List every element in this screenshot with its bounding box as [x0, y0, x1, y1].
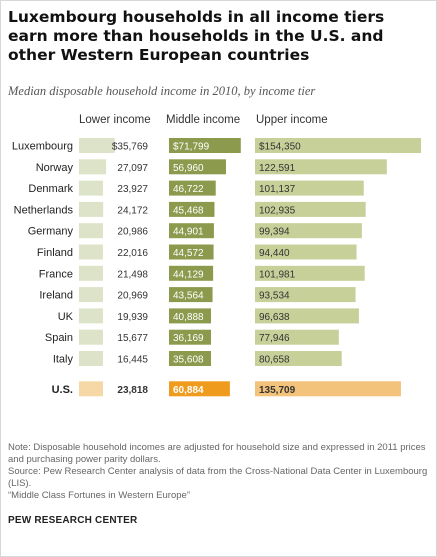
series-header-0: Lower income — [79, 114, 151, 126]
chart-subtitle: Median disposable household income in 20… — [8, 84, 316, 98]
data-label: 35,608 — [173, 355, 204, 366]
bar — [255, 329, 339, 345]
bar — [255, 287, 356, 303]
data-label: 101,981 — [259, 269, 296, 280]
data-label: 45,468 — [173, 205, 204, 216]
bar — [169, 287, 213, 303]
category-label: Denmark — [28, 183, 73, 195]
data-label: 27,097 — [117, 163, 148, 174]
data-label: 60,884 — [173, 385, 204, 396]
bar — [79, 159, 107, 175]
data-label: 24,172 — [117, 205, 148, 216]
data-label: 102,935 — [259, 205, 296, 216]
category-label: Italy — [53, 354, 74, 366]
category-label: Netherlands — [14, 204, 74, 216]
category-label: U.S. — [52, 384, 73, 396]
data-label: 23,818 — [117, 385, 148, 396]
data-label: 46,722 — [173, 184, 204, 195]
bar — [169, 308, 211, 324]
data-label: 122,591 — [259, 163, 296, 174]
income-tier-bar-chart: Lower income Middle income Upper income Lux… — [12, 114, 421, 397]
bar — [255, 201, 366, 217]
series-header-2: Upper income — [256, 114, 328, 126]
bar — [255, 381, 401, 397]
bar — [79, 138, 115, 153]
data-label: 101,137 — [259, 184, 296, 195]
data-label: 135,709 — [259, 385, 296, 396]
data-label: 93,534 — [259, 291, 290, 302]
bar — [255, 180, 364, 196]
bar — [79, 381, 103, 397]
bar — [255, 244, 357, 260]
data-label: $154,350 — [259, 142, 301, 153]
data-label: 43,564 — [173, 291, 204, 302]
data-label: 19,939 — [117, 312, 148, 323]
data-label: 44,129 — [173, 269, 204, 280]
category-label: Germany — [28, 226, 74, 238]
bar — [169, 201, 215, 217]
data-label: 36,169 — [173, 333, 204, 344]
data-label: 40,888 — [173, 312, 204, 323]
series-header-1: Middle income — [166, 114, 240, 126]
category-label: UK — [58, 311, 74, 323]
bar — [79, 287, 103, 303]
data-label: 22,016 — [117, 248, 148, 259]
data-label: $71,799 — [173, 142, 210, 153]
bar — [79, 244, 103, 260]
data-label: 99,394 — [259, 227, 290, 238]
bar — [255, 159, 387, 175]
bar — [255, 265, 365, 281]
data-label: 21,498 — [117, 269, 148, 280]
category-label: Spain — [45, 332, 73, 344]
data-label: 80,658 — [259, 355, 290, 366]
category-label: Ireland — [39, 290, 73, 302]
category-label: Finland — [37, 247, 73, 259]
bar — [169, 138, 241, 153]
bar — [169, 329, 211, 345]
bar — [169, 265, 214, 281]
data-label: 20,986 — [117, 227, 148, 238]
data-label: 77,946 — [259, 333, 290, 344]
chart-title: Luxembourg households in all income tier… — [8, 8, 385, 64]
category-label: Norway — [36, 162, 74, 174]
data-label: 44,572 — [173, 248, 204, 259]
data-label: 23,927 — [117, 184, 148, 195]
chart-notes: Note: Disposable household incomes are a… — [8, 442, 430, 502]
bar — [79, 351, 103, 366]
bar — [169, 244, 214, 260]
bar — [79, 265, 103, 281]
bar — [169, 159, 226, 175]
bar — [169, 381, 230, 397]
bar — [79, 201, 104, 217]
category-label: Luxembourg — [12, 141, 73, 153]
bar — [169, 180, 216, 196]
report-title-text: “Middle Class Fortunes in Western Europe… — [8, 490, 190, 501]
data-label: 56,960 — [173, 163, 204, 174]
data-label: 15,677 — [117, 333, 148, 344]
bar — [255, 351, 342, 366]
data-label: 44,901 — [173, 227, 204, 238]
brand-name: PEW RESEARCH CENTER — [8, 515, 138, 526]
data-label: $35,769 — [112, 142, 149, 153]
bar — [79, 180, 103, 196]
data-label: 20,969 — [117, 291, 148, 302]
category-label: France — [39, 268, 73, 280]
bar — [255, 308, 359, 324]
bar — [79, 308, 103, 324]
source-text: Source: Pew Research Center analysis of … — [8, 466, 428, 489]
bar — [169, 351, 211, 366]
data-label: 94,440 — [259, 248, 290, 259]
bar — [255, 138, 421, 153]
bar — [79, 329, 103, 345]
note-text: Note: Disposable household incomes are a… — [8, 442, 426, 465]
bar — [169, 223, 214, 239]
data-label: 16,445 — [117, 355, 148, 366]
data-label: 96,638 — [259, 312, 290, 323]
bar — [79, 223, 103, 239]
bar — [255, 223, 362, 239]
